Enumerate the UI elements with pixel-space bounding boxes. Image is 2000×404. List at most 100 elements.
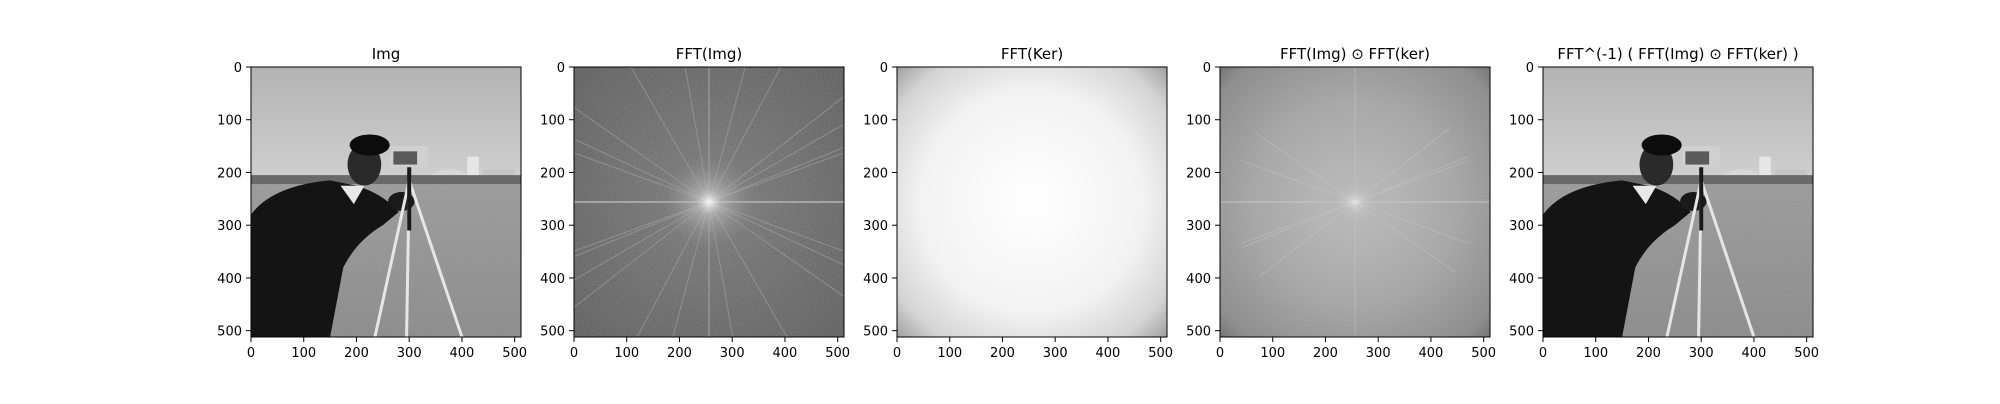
image-hair	[349, 134, 390, 156]
image-tripod-leg	[407, 179, 464, 337]
y-tick-label: 400	[863, 272, 888, 287]
image-tripod-leg	[1699, 179, 1756, 337]
x-tick-label: 200	[344, 346, 369, 361]
y-tick-label: 200	[1186, 166, 1211, 181]
axes-frame	[250, 66, 522, 338]
y-tick-label: 300	[1186, 219, 1211, 234]
y-tick-label: 500	[217, 325, 242, 340]
chart-panel-4: FFT(Img) ⊙ FFT(ker) 0 100 200 300 400 500 0 100 2…	[1186, 45, 1496, 361]
y-tick-label: 300	[1509, 219, 1534, 234]
x-tick-label: 200	[1313, 346, 1338, 361]
y-tick-label: 100	[1186, 114, 1211, 129]
y-tick-label: 0	[234, 61, 242, 76]
x-tick-label: 100	[937, 346, 962, 361]
x-tick-label: 100	[291, 346, 316, 361]
y-tick-label: 500	[540, 325, 565, 340]
x-tick-label: 100	[614, 346, 639, 361]
x-tick-label: 300	[1043, 346, 1068, 361]
image-camera-body	[1685, 151, 1710, 165]
x-tick-label: 300	[397, 346, 422, 361]
y-tick-label: 500	[863, 325, 888, 340]
chart-image	[574, 67, 844, 337]
y-tick-label: 500	[1186, 325, 1211, 340]
y-tick-label: 400	[1186, 272, 1211, 287]
axes-frame	[896, 66, 1168, 338]
y-tick-label: 100	[540, 114, 565, 129]
x-tick-label: 400	[1419, 346, 1444, 361]
image-camera-body	[393, 151, 418, 165]
y-tick-label: 200	[217, 166, 242, 181]
x-tick-label: 500	[1794, 346, 1819, 361]
y-tick-label: 100	[863, 114, 888, 129]
chart-panel-1: Img 0 100 200 300 400 500 0 100 200 300 400 500	[217, 45, 527, 361]
x-tick-label: 500	[825, 346, 850, 361]
chart-image	[1220, 67, 1490, 337]
x-tick-label: 400	[1742, 346, 1767, 361]
image-coat	[251, 180, 399, 337]
y-tick-label: 400	[217, 272, 242, 287]
y-tick-label: 500	[1509, 325, 1534, 340]
x-tick-label: 0	[570, 346, 578, 361]
y-tick-label: 300	[540, 219, 565, 234]
x-tick-label: 300	[1689, 346, 1714, 361]
chart-title: FFT(Img)	[676, 45, 742, 63]
x-tick-label: 200	[1636, 346, 1661, 361]
image-tripod-leg	[1665, 180, 1703, 337]
image-coat	[1543, 180, 1691, 337]
y-tick-label: 400	[540, 272, 565, 287]
x-tick-label: 100	[1260, 346, 1285, 361]
x-tick-label: 300	[720, 346, 745, 361]
x-tick-label: 200	[990, 346, 1015, 361]
x-tick-label: 400	[773, 346, 798, 361]
y-tick-label: 300	[217, 219, 242, 234]
y-tick-label: 100	[1509, 114, 1534, 129]
y-tick-label: 100	[217, 114, 242, 129]
image-spectrum-core	[665, 158, 753, 246]
chart-image	[897, 67, 1167, 337]
y-tick-label: 0	[557, 61, 565, 76]
chart-title: FFT(Img) ⊙ FFT(ker)	[1280, 45, 1430, 63]
y-tick-label: 0	[1526, 61, 1534, 76]
x-tick-label: 100	[1583, 346, 1608, 361]
image-product-core	[1322, 169, 1388, 235]
y-tick-label: 200	[863, 166, 888, 181]
x-tick-label: 0	[1216, 346, 1224, 361]
chart-title: Img	[372, 45, 401, 63]
x-tick-label: 0	[893, 346, 901, 361]
x-tick-label: 500	[502, 346, 527, 361]
x-tick-label: 300	[1366, 346, 1391, 361]
x-tick-label: 400	[450, 346, 475, 361]
x-tick-label: 200	[667, 346, 692, 361]
axes-frame	[1542, 66, 1814, 338]
chart-title: FFT^(-1) ( FFT(Img) ⊙ FFT(ker) )	[1557, 45, 1798, 63]
y-tick-label: 400	[1509, 272, 1534, 287]
image-tower	[1759, 156, 1771, 186]
x-tick-label: 500	[1471, 346, 1496, 361]
x-tick-label: 500	[1148, 346, 1173, 361]
x-tick-label: 0	[247, 346, 255, 361]
y-tick-label: 200	[540, 166, 565, 181]
chart-panel-2: FFT(Img) 0 100 200 300 400 500 0 100 200 300 400 500	[540, 45, 850, 361]
image-tripod-leg	[373, 180, 411, 337]
x-tick-label: 400	[1096, 346, 1121, 361]
image-collar	[340, 185, 365, 205]
image-treeline	[251, 175, 521, 185]
chart-image	[251, 67, 521, 337]
image-tower	[467, 156, 479, 186]
image-kernel	[897, 67, 1167, 337]
image-collar	[1632, 185, 1657, 205]
chart-image	[1543, 67, 1813, 337]
y-tick-label: 300	[863, 219, 888, 234]
x-tick-label: 0	[1539, 346, 1547, 361]
image-treeline	[1543, 175, 1813, 185]
y-tick-label: 0	[1203, 61, 1211, 76]
image-sky	[251, 67, 521, 178]
image-hair	[1641, 134, 1682, 156]
chart-panel-5: FFT^(-1) ( FFT(Img) ⊙ FFT(ker) ) 0 100 200 3…	[1509, 45, 1819, 361]
y-tick-label: 0	[880, 61, 888, 76]
image-sky	[1543, 67, 1813, 178]
axes-frame	[573, 66, 845, 338]
axes-frame	[1219, 66, 1491, 338]
